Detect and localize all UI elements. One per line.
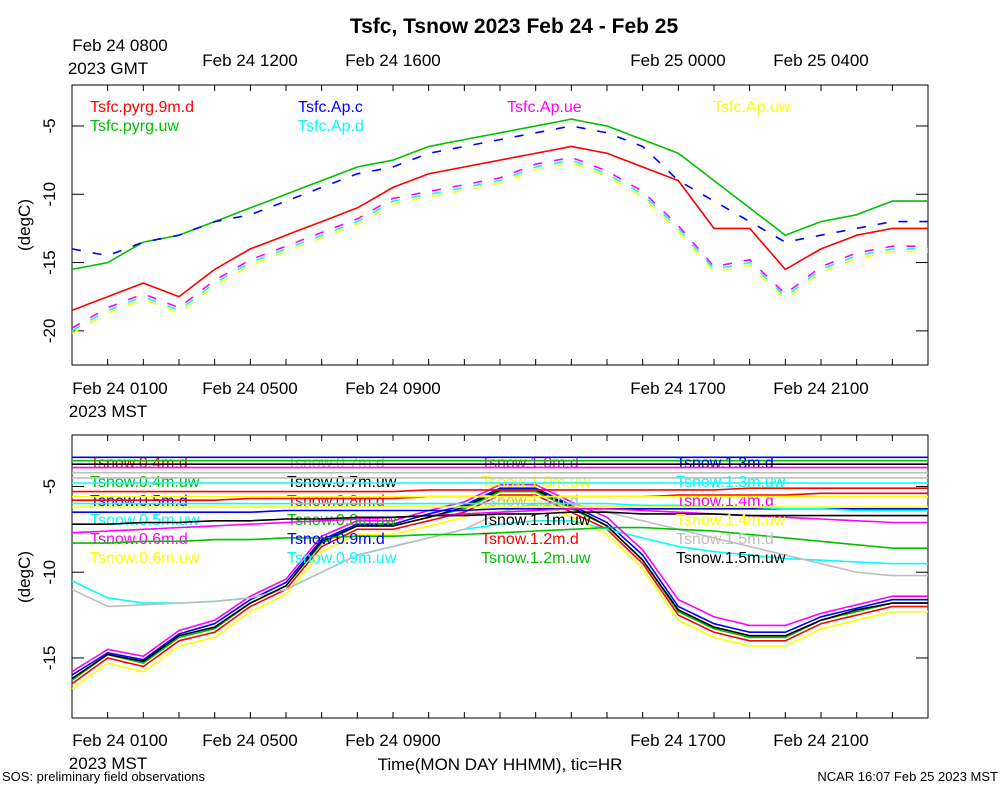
legend-entry: Tsnow.1.5m.d — [676, 531, 774, 548]
mst-tick-label: Feb 24 2100 — [773, 731, 868, 750]
series-line — [71, 487, 928, 676]
legend-entry: Tsnow.1.2m.d — [481, 531, 579, 548]
legend-entry: Tsnow.1.5m.uw — [676, 550, 786, 567]
tsnow-panel: -5-10-15Tsnow.0.4m.dTsnow.0.4m.uwTsnow.0… — [40, 434, 929, 719]
y-tick-label: -5 — [40, 479, 59, 494]
mst-tick-label: Feb 24 0100 — [72, 731, 167, 750]
legend-entry: Tsnow.0.9m.uw — [287, 550, 397, 567]
gmt-timezone-label: 2023 GMT — [68, 59, 148, 78]
gmt-tick-label: Feb 24 1600 — [345, 51, 440, 70]
series-line — [72, 511, 928, 525]
mst-timezone-label: 2023 MST — [69, 754, 147, 773]
mst-tick-label: Feb 24 2100 — [773, 379, 868, 398]
series-line — [71, 159, 928, 332]
gmt-tick-label: Feb 25 0400 — [773, 51, 868, 70]
footer-right: NCAR 16:07 Feb 25 2023 MST — [817, 769, 998, 784]
y-tick-label: -15 — [40, 250, 59, 275]
tsfc-panel: -5 -10 -15 -20 Tsfc.pyrg.9m.d Tsfc.pyrg.uw Tsf… — [40, 84, 929, 366]
chart-title: Tsfc, Tsnow 2023 Feb 24 - Feb 25 — [350, 15, 679, 38]
mst-tick-label: Feb 24 0900 — [345, 379, 440, 398]
y-tick-label: -15 — [40, 646, 59, 671]
footer-left: SOS: preliminary field observations — [2, 769, 206, 784]
legend-entry: Tsnow.0.5m.uw — [90, 512, 200, 529]
gmt-tick-label: Feb 24 1200 — [202, 51, 297, 70]
series-line — [71, 125, 928, 257]
series-line — [71, 483, 928, 673]
x-axis-label: Time(MON DAY HHMM), tic=HR — [378, 755, 623, 774]
series-line — [71, 145, 928, 312]
y-tick-label: -10 — [40, 560, 59, 585]
legend-entry: Tsnow.0.9m.d — [287, 531, 385, 548]
series-line — [71, 156, 928, 329]
legend-entry: Tsfc.Ap.ue — [507, 99, 582, 116]
series-line — [71, 162, 928, 335]
legend-entry: Tsfc.Ap.c — [298, 99, 363, 116]
legend-entry: Tsnow.1.1m.d — [481, 493, 579, 510]
y-tick-label: -20 — [40, 319, 59, 344]
legend-entry: Tsnow.1.3m.uw — [676, 474, 786, 491]
y-axis-label: (degC) — [15, 551, 34, 603]
legend-entry: Tsfc.Ap.d — [298, 118, 364, 135]
series-line — [72, 526, 928, 549]
legend-entry: Tsfc.pyrg.9m.d — [90, 99, 194, 116]
mst-tick-label: Feb 24 1700 — [630, 731, 725, 750]
series-line — [71, 490, 928, 681]
y-axis-label: (degC) — [15, 199, 34, 251]
mst-tick-label: Feb 24 0500 — [202, 731, 297, 750]
y-tick-label: -5 — [40, 118, 59, 133]
legend-entry: Tsnow.1.4m.uw — [676, 512, 786, 529]
gmt-tick-label: Feb 25 0000 — [630, 51, 725, 70]
mst-tick-label: Feb 24 0100 — [72, 379, 167, 398]
mst-tick-label: Feb 24 0900 — [345, 731, 440, 750]
series-line — [71, 118, 928, 271]
series-line — [71, 494, 928, 685]
legend-entry: Tsfc.pyrg.uw — [90, 118, 179, 135]
series-line — [72, 508, 928, 513]
plot-frame — [71, 84, 929, 366]
legend-entry: Tsnow.0.6m.d — [90, 531, 188, 548]
legend-entry: Tsnow.1.1m.uw — [481, 512, 591, 529]
mst-timezone-label: 2023 MST — [69, 402, 147, 421]
mst-tick-label: Feb 24 0500 — [202, 379, 297, 398]
mst-tick-label: Feb 24 1700 — [630, 379, 725, 398]
legend-entry: Tsnow.0.6m.uw — [90, 550, 200, 567]
y-tick-label: -10 — [40, 182, 59, 207]
legend-entry: Tsnow.1.2m.uw — [481, 550, 591, 567]
gmt-tick-label: Feb 24 0800 — [72, 36, 167, 55]
legend-entry: Tsnow.1.4m.d — [676, 493, 774, 510]
series-line — [72, 487, 928, 493]
legend-entry: Tsfc.Ap.uw — [713, 99, 791, 116]
series-line — [71, 502, 928, 608]
